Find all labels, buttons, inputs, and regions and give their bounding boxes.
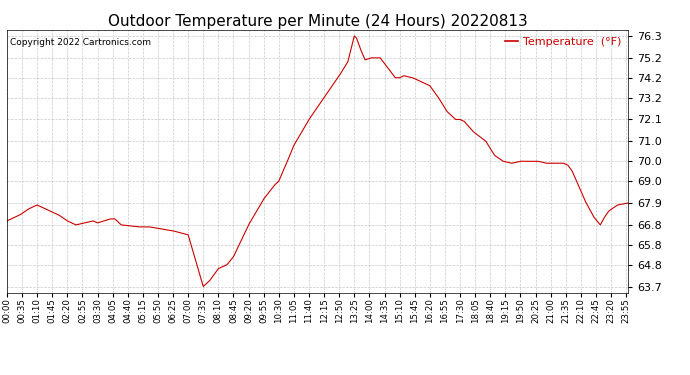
Text: Copyright 2022 Cartronics.com: Copyright 2022 Cartronics.com [10, 38, 151, 47]
Legend: Temperature  (°F): Temperature (°F) [501, 32, 626, 51]
Title: Outdoor Temperature per Minute (24 Hours) 20220813: Outdoor Temperature per Minute (24 Hours… [108, 14, 527, 29]
